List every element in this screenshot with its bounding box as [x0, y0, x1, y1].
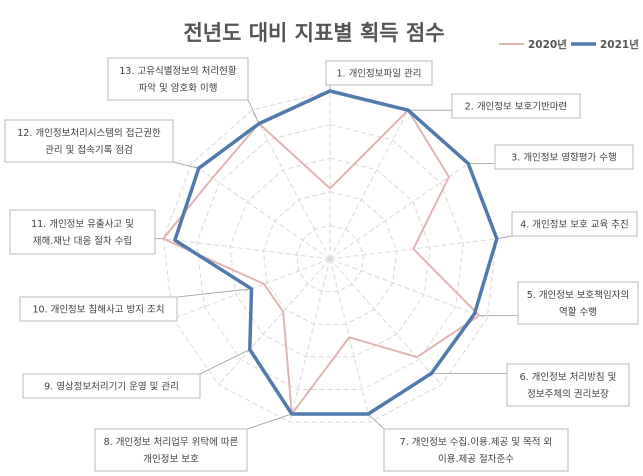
category-label: 3. 개인정보 영향평가 수행 [511, 152, 617, 164]
category-label-box [107, 57, 249, 101]
category-label: 이용.제공 절차준수 [438, 453, 514, 465]
grid-spoke [289, 258, 331, 423]
legend-label: 2021년 [600, 38, 639, 51]
label-leader [246, 413, 292, 430]
category-label-box [383, 428, 569, 472]
grid-ring [296, 224, 364, 293]
category-label: 9. 영상정보처리기기 운영 및 관리 [44, 381, 179, 393]
category-label: 13. 고유식별정보의 처리현황 [119, 65, 237, 77]
legend-label: 2020년 [528, 38, 567, 51]
category-label: 1. 개인정보파일 관리 [336, 69, 421, 80]
category-label: 5. 개인정보 보호책임자의 [527, 289, 630, 301]
grid-ring [196, 124, 464, 390]
chart-title: 전년도 대비 지표별 획득 점수 [183, 21, 444, 45]
label-leader [172, 161, 199, 169]
category-label-box [22, 373, 201, 399]
category-label: 4. 개인정보 보호 교육 추진 [520, 220, 629, 231]
category-label: 2. 개인정보 보호기반마련 [465, 102, 568, 113]
category-label: 10. 개인정보 침해사고 방지 조치 [32, 304, 164, 316]
grid-spoke [218, 258, 331, 386]
category-label: 정보주체의 권리보장 [527, 388, 609, 400]
label-leader [247, 99, 260, 124]
category-label: 개인정보 보호 [143, 454, 199, 465]
category-label: 관리 및 접속기록 점검 [45, 144, 133, 156]
grid-spoke [251, 109, 331, 260]
grid-spoke [329, 258, 488, 320]
grid-spoke [329, 258, 371, 423]
category-label-box [494, 144, 634, 170]
grid-spoke [329, 258, 442, 386]
category-label-box [506, 363, 630, 407]
grid-spoke [191, 163, 331, 260]
category-label-box [4, 119, 174, 163]
category-label: 12. 개인정보처리시스템의 접근권한 [17, 127, 161, 139]
series-line [173, 89, 499, 416]
grid-ring [229, 157, 431, 358]
grid-ring [262, 191, 398, 325]
category-label-box [517, 281, 639, 325]
category-label-box [451, 93, 581, 119]
grid-ring [162, 90, 498, 423]
axis-labels: 1. 개인정보파일 관리 2. 개인정보 보호기반마련 3. 개인정보 영향평가 수… [4, 57, 639, 472]
category-label-box [94, 428, 248, 472]
category-label: 역할 수행 [559, 306, 597, 318]
category-label-box [9, 209, 156, 255]
category-label: 7. 개인정보 수집.이용.제공 및 목적 외 [400, 436, 553, 448]
category-label: 재해.재난 대응 절차 수립 [33, 235, 132, 247]
category-label: 8. 개인정보 처리업무 위탁에 따른 [104, 436, 239, 448]
series-line [162, 109, 481, 415]
category-label: 파악 및 암호화 이행 [139, 82, 218, 94]
legend: 2020년 2021년 [499, 38, 639, 51]
label-leader [496, 235, 513, 240]
category-label-box [325, 60, 433, 86]
label-leader [176, 288, 252, 298]
label-leader [367, 413, 385, 430]
category-label: 6. 개인정보 처리방침 및 [520, 371, 617, 383]
label-leader [199, 349, 250, 375]
radar-grid [162, 90, 498, 423]
grid-spoke [329, 163, 469, 260]
category-label-box [19, 296, 178, 322]
grid-spoke [329, 109, 409, 260]
data-series [162, 89, 499, 416]
category-label-box [511, 211, 638, 237]
category-label: 11. 개인정보 유출사고 및 [31, 218, 134, 230]
grid-spoke [163, 238, 331, 260]
